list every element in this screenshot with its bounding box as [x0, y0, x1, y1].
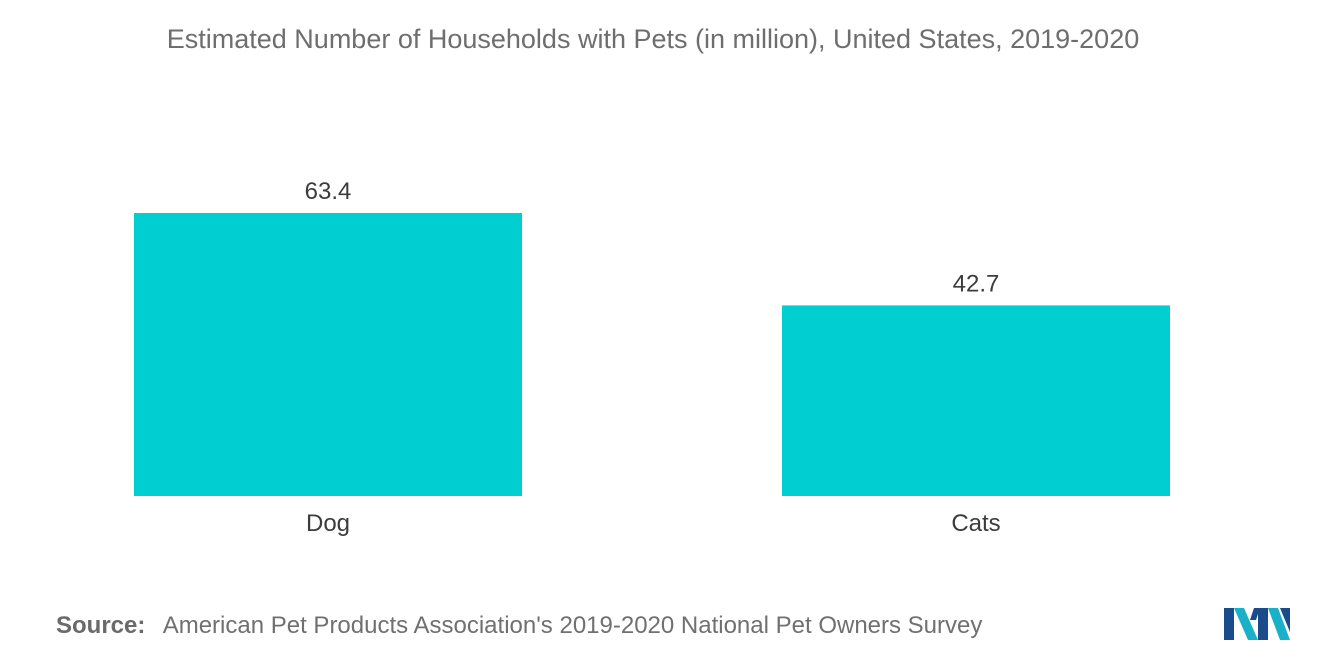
mordor-intelligence-logo-icon [1224, 608, 1290, 640]
source-text: American Pet Products Association's 2019… [162, 612, 983, 639]
source-label: Source: [56, 612, 146, 639]
x-tick-label-dog: Dog [306, 510, 350, 537]
bar-dog [134, 213, 522, 496]
x-tick-label-cats: Cats [951, 510, 1000, 537]
chart-title: Estimated Number of Households with Pets… [166, 24, 1140, 54]
bar-cats [782, 305, 1170, 496]
data-label-cats: 42.7 [953, 270, 1000, 297]
data-label-dog: 63.4 [305, 178, 352, 205]
source-note: Source: American Pet Products Associatio… [56, 612, 982, 640]
